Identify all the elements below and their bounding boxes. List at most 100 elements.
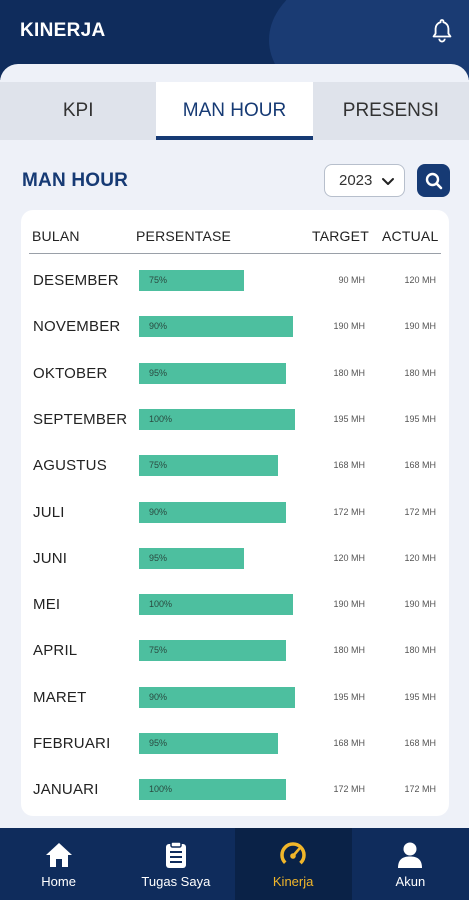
tab-kpi[interactable]: KPI [62, 100, 94, 121]
percentage-label: 95% [149, 367, 168, 378]
row-actual: 195 MH [404, 691, 436, 702]
chevron-down-icon [382, 178, 394, 185]
row-month: JULI [33, 503, 65, 521]
table-row: JANUARI 100% 172 MH 172 MH [21, 769, 449, 815]
column-header-persentase: PERSENTASE [136, 228, 232, 244]
percentage-bar: 75% [139, 270, 244, 291]
nav-tugas-saya[interactable]: Tugas Saya [117, 828, 234, 900]
row-target: 168 MH [333, 738, 365, 748]
row-target: 195 MH [333, 413, 365, 424]
row-actual: 172 MH [404, 506, 436, 517]
percentage-bar: 90% [139, 316, 293, 338]
row-target: 195 MH [333, 691, 365, 702]
tab-man-hour[interactable]: MAN HOUR [156, 82, 313, 140]
nav-akun[interactable]: Akun [352, 828, 469, 900]
tab-presensi[interactable]: PRESENSI [342, 100, 439, 121]
nav-kinerja-label: Kinerja [272, 874, 314, 889]
percentage-label: 95% [149, 738, 168, 748]
row-actual: 180 MH [404, 367, 436, 378]
man-hour-table: BULAN PERSENTASE TARGET ACTUAL DESEMBER 7… [21, 210, 449, 816]
row-actual: 120 MH [404, 552, 436, 563]
row-actual: 120 MH [404, 275, 436, 285]
percentage-bar: 100% [139, 408, 295, 430]
table-row: OKTOBER 95% 180 MH 180 MH [21, 353, 449, 399]
bottom-nav: Home Tugas Saya Kinerja Akun [0, 828, 469, 900]
table-header: BULAN PERSENTASE TARGET ACTUAL [21, 210, 449, 254]
percentage-label: 95% [149, 552, 168, 563]
table-row: MARET 90% 195 MH 195 MH [21, 677, 449, 723]
row-actual: 168 MH [404, 738, 436, 748]
percentage-bar: 95% [139, 733, 278, 754]
table-row: AGUSTUS 75% 168 MH 168 MH [21, 445, 449, 491]
speedometer-icon [280, 842, 306, 868]
row-actual: 190 MH [404, 321, 436, 332]
table-row: NOVEMBER 90% 190 MH 190 MH [21, 306, 449, 352]
nav-home-label: Home [41, 874, 76, 889]
row-month: MARET [33, 688, 87, 706]
percentage-bar: 100% [139, 779, 286, 801]
row-actual: 180 MH [404, 645, 436, 656]
row-month: JUNI [33, 549, 68, 567]
percentage-label: 100% [149, 413, 173, 424]
main-content: KPI MAN HOUR PRESENSI MAN HOUR 2023 BULA… [0, 64, 469, 834]
row-target: 90 MH [338, 275, 365, 285]
row-actual: 168 MH [404, 460, 436, 471]
nav-tugas-saya-label: Tugas Saya [141, 874, 211, 889]
percentage-label: 100% [149, 599, 173, 610]
section-title: MAN HOUR [22, 170, 129, 191]
percentage-label: 75% [149, 645, 168, 656]
header-divider [29, 253, 441, 254]
percentage-label: 100% [149, 784, 173, 795]
page-title: KINERJA [20, 20, 106, 41]
nav-akun-label: Akun [395, 874, 426, 889]
row-month: OKTOBER [33, 364, 108, 382]
row-target: 120 MH [333, 552, 365, 563]
tab-bar: KPI MAN HOUR PRESENSI [0, 82, 469, 140]
percentage-label: 75% [149, 275, 168, 285]
percentage-bar: 90% [139, 686, 295, 708]
percentage-label: 75% [149, 460, 168, 471]
column-header-target: TARGET [312, 228, 369, 244]
row-target: 190 MH [333, 321, 365, 332]
row-actual: 172 MH [404, 784, 436, 795]
percentage-bar: 95% [139, 547, 244, 569]
table-row: DESEMBER 75% 90 MH 120 MH [21, 260, 449, 306]
percentage-bar: 75% [139, 455, 278, 477]
table-row: SEPTEMBER 100% 195 MH 195 MH [21, 399, 449, 445]
row-month: AGUSTUS [33, 457, 107, 475]
search-button[interactable] [417, 164, 450, 197]
home-icon [45, 843, 72, 867]
search-icon [425, 172, 442, 189]
row-month: APRIL [33, 642, 78, 660]
row-actual: 195 MH [404, 413, 436, 424]
row-target: 180 MH [333, 645, 365, 656]
bell-icon[interactable] [431, 18, 453, 44]
row-target: 168 MH [333, 460, 365, 471]
table-row: JUNI 95% 120 MH 120 MH [21, 538, 449, 584]
clipboard-icon [165, 841, 186, 868]
row-month: MEI [33, 596, 61, 614]
row-target: 190 MH [333, 599, 365, 610]
nav-kinerja[interactable]: Kinerja [234, 828, 352, 900]
row-month: JANUARI [33, 781, 99, 799]
percentage-label: 90% [149, 506, 168, 517]
percentage-label: 90% [149, 321, 168, 332]
percentage-bar: 100% [139, 594, 293, 616]
table-row: APRIL 75% 180 MH 180 MH [21, 630, 449, 676]
column-header-bulan: BULAN [32, 228, 80, 244]
row-target: 172 MH [333, 506, 365, 517]
row-target: 180 MH [333, 367, 365, 378]
user-icon [398, 842, 423, 868]
row-month: SEPTEMBER [33, 410, 128, 428]
table-row: FEBRUARI 95% 168 MH 168 MH [21, 723, 449, 769]
table-row: JULI 90% 172 MH 172 MH [21, 492, 449, 538]
percentage-bar: 90% [139, 501, 286, 523]
column-header-actual: ACTUAL [382, 228, 439, 244]
percentage-label: 90% [149, 691, 168, 702]
table-row: MEI 100% 190 MH 190 MH [21, 584, 449, 630]
row-target: 172 MH [333, 784, 365, 795]
nav-home[interactable]: Home [0, 828, 117, 900]
year-select[interactable]: 2023 [324, 164, 405, 197]
row-actual: 190 MH [404, 599, 436, 610]
row-month: DESEMBER [33, 272, 119, 289]
